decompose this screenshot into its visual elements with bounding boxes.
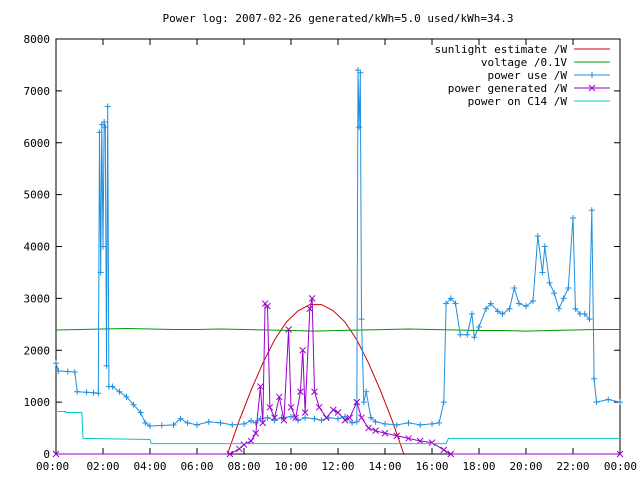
data-point bbox=[52, 450, 60, 458]
data-point bbox=[334, 409, 342, 416]
legend-label: power on C14 /W bbox=[468, 95, 568, 108]
data-point bbox=[358, 414, 365, 422]
series-0 bbox=[227, 304, 405, 455]
data-point bbox=[341, 416, 349, 424]
x-tick-label: 04:00 bbox=[133, 460, 166, 473]
legend-label: voltage /0.1V bbox=[481, 56, 567, 69]
data-point bbox=[247, 437, 255, 445]
data-point bbox=[257, 383, 264, 390]
x-tick-label: 06:00 bbox=[180, 460, 213, 473]
data-point bbox=[440, 446, 448, 454]
x-tick-label: 14:00 bbox=[368, 460, 401, 473]
data-point bbox=[353, 398, 361, 406]
data-point bbox=[381, 429, 389, 437]
legend-label: power use /W bbox=[488, 69, 568, 82]
data-point bbox=[264, 302, 271, 310]
data-point bbox=[346, 414, 354, 422]
x-tick-label: 12:00 bbox=[321, 460, 354, 473]
data-point bbox=[271, 414, 278, 422]
data-point bbox=[252, 429, 260, 437]
data-point bbox=[297, 388, 304, 396]
series-line bbox=[56, 411, 620, 445]
data-point bbox=[416, 437, 424, 445]
y-tick-label: 6000 bbox=[24, 137, 51, 150]
data-point bbox=[372, 427, 379, 435]
y-tick-label: 1000 bbox=[24, 396, 51, 409]
x-tick-label: 22:00 bbox=[556, 460, 589, 473]
data-point bbox=[308, 295, 316, 302]
chart-title: Power log: 2007-02-26 generated/kWh=5.0 … bbox=[163, 12, 514, 25]
data-point bbox=[240, 441, 248, 449]
data-point bbox=[365, 424, 372, 432]
data-point bbox=[266, 403, 274, 411]
legend-label: power generated /W bbox=[448, 82, 568, 95]
data-point bbox=[315, 403, 323, 411]
series-1 bbox=[55, 327, 620, 332]
x-tick-label: 18:00 bbox=[462, 460, 495, 473]
data-point bbox=[311, 388, 318, 396]
data-point bbox=[393, 432, 401, 440]
series-layer bbox=[52, 67, 624, 458]
x-tick-label: 00:00 bbox=[604, 460, 637, 473]
data-point bbox=[428, 439, 436, 446]
data-point bbox=[301, 409, 309, 416]
data-point bbox=[447, 450, 455, 458]
axes-ticks: 0 1000 2000 3000 4000 5000 6000 7000 8000 00:00 02… bbox=[24, 33, 638, 473]
data-point bbox=[405, 435, 412, 442]
series-line bbox=[55, 327, 620, 332]
data-point bbox=[259, 419, 267, 427]
y-tick-label: 8000 bbox=[24, 33, 51, 46]
data-point bbox=[292, 414, 300, 422]
data-point bbox=[285, 326, 293, 333]
data-point bbox=[588, 84, 596, 92]
x-tick-label: 16:00 bbox=[415, 460, 448, 473]
series-2 bbox=[53, 67, 623, 429]
data-point bbox=[280, 416, 288, 424]
x-tick-label: 02:00 bbox=[86, 460, 119, 473]
x-tick-label: 08:00 bbox=[227, 460, 260, 473]
series-3 bbox=[52, 295, 624, 458]
x-tick-label: 20:00 bbox=[509, 460, 542, 473]
y-tick-label: 5000 bbox=[24, 189, 51, 202]
data-point bbox=[299, 346, 307, 354]
legend-label: sunlight estimate /W bbox=[435, 43, 568, 56]
x-tick-label: 00:00 bbox=[36, 460, 69, 473]
y-tick-label: 7000 bbox=[24, 85, 51, 98]
data-point bbox=[322, 414, 330, 422]
y-tick-label: 4000 bbox=[24, 241, 51, 254]
data-point bbox=[275, 393, 283, 401]
data-point bbox=[306, 305, 314, 313]
data-point bbox=[616, 450, 624, 458]
data-point bbox=[287, 403, 295, 411]
series-4 bbox=[56, 411, 620, 445]
y-tick-label: 3000 bbox=[24, 292, 51, 305]
y-tick-label: 2000 bbox=[24, 344, 51, 357]
data-point bbox=[226, 450, 234, 458]
data-point bbox=[329, 406, 337, 414]
x-tick-label: 10:00 bbox=[274, 460, 307, 473]
y-tick-label: 0 bbox=[43, 448, 50, 461]
series-line bbox=[227, 304, 405, 455]
